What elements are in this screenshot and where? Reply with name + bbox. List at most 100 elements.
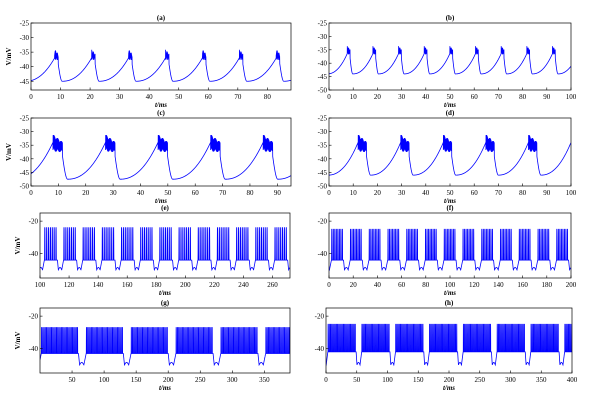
x-tick-label: 30 bbox=[110, 189, 118, 197]
x-tick-label: 300 bbox=[227, 376, 238, 384]
x-tick-label: 350 bbox=[536, 376, 547, 384]
voltage-trace bbox=[326, 323, 572, 367]
x-tick-label: 60 bbox=[398, 281, 406, 289]
x-tick-label: 120 bbox=[64, 281, 75, 289]
x-tick-label: 20 bbox=[350, 281, 358, 289]
y-tick-label: -50 bbox=[318, 183, 328, 191]
panel-label: (a) bbox=[157, 14, 166, 22]
x-tick-label: 180 bbox=[542, 281, 553, 289]
y-tick-label: -45 bbox=[318, 73, 328, 81]
y-tick-label: -50 bbox=[318, 87, 328, 95]
x-tick-label: 30 bbox=[398, 93, 406, 101]
x-tick-label: 220 bbox=[209, 281, 220, 289]
x-tick-label: 90 bbox=[274, 189, 282, 197]
x-tick-label: 60 bbox=[192, 189, 200, 197]
x-tick-label: 50 bbox=[164, 189, 172, 197]
y-tick-label: -40 bbox=[29, 345, 39, 353]
x-tick-label: 200 bbox=[566, 281, 577, 289]
x-tick-label: 70 bbox=[219, 189, 227, 197]
x-tick-label: 20 bbox=[87, 93, 95, 101]
x-tick-label: 0 bbox=[29, 93, 33, 101]
x-tick-label: 40 bbox=[422, 189, 430, 197]
plot-frame bbox=[328, 117, 572, 187]
x-tick-label: 80 bbox=[246, 189, 254, 197]
x-axis-label: t/ms bbox=[444, 289, 456, 297]
x-tick-label: 30 bbox=[116, 93, 124, 101]
x-tick-label: 20 bbox=[374, 189, 382, 197]
plot-frame bbox=[39, 212, 291, 279]
x-tick-label: 40 bbox=[422, 93, 430, 101]
x-tick-label: 150 bbox=[413, 376, 424, 384]
x-tick-label: 90 bbox=[543, 189, 551, 197]
x-tick-label: 160 bbox=[122, 281, 133, 289]
x-tick-label: 50 bbox=[447, 189, 455, 197]
y-tick-label: -20 bbox=[315, 313, 325, 321]
panel-g: 50 100 150 200 250 300 350 -40 -20 (g) t/ms V/mV bbox=[14, 299, 291, 392]
x-tick-label: 30 bbox=[398, 189, 406, 197]
panel-e: 100 120 140 160 180 200 220 240 260 -40 -20 (e) t/ms… bbox=[14, 204, 291, 297]
y-tick-label: -40 bbox=[315, 345, 325, 353]
x-tick-label: 0 bbox=[324, 376, 328, 384]
y-tick-label: -35 bbox=[318, 46, 328, 54]
x-tick-label: 140 bbox=[493, 281, 504, 289]
y-tick-label: -25 bbox=[20, 20, 30, 28]
y-axis-label: V/mV bbox=[5, 48, 13, 66]
plot-frame bbox=[39, 307, 291, 374]
x-tick-label: 0 bbox=[327, 281, 331, 289]
x-tick-label: 90 bbox=[543, 93, 551, 101]
plot-frame bbox=[30, 117, 292, 187]
x-tick-label: 400 bbox=[567, 376, 578, 384]
x-axis-label: t/ms bbox=[159, 289, 171, 297]
x-tick-label: 50 bbox=[69, 376, 77, 384]
x-tick-label: 100 bbox=[382, 376, 393, 384]
x-tick-label: 20 bbox=[82, 189, 90, 197]
y-tick-label: -20 bbox=[29, 313, 39, 321]
panel-label: (h) bbox=[445, 299, 454, 307]
x-tick-label: 0 bbox=[327, 93, 331, 101]
x-tick-label: 160 bbox=[517, 281, 528, 289]
y-tick-label: -40 bbox=[318, 155, 328, 163]
voltage-trace bbox=[31, 49, 291, 82]
y-tick-label: -25 bbox=[20, 115, 30, 123]
y-axis-label: V/mV bbox=[5, 143, 13, 161]
panel-d: 0 10 20 30 40 50 60 70 80 90 100 -50 -45 -40 -35 -30 -25… bbox=[318, 109, 577, 205]
x-tick-label: 70 bbox=[234, 93, 242, 101]
x-tick-label: 260 bbox=[267, 281, 278, 289]
x-tick-label: 50 bbox=[353, 376, 361, 384]
x-tick-label: 300 bbox=[505, 376, 516, 384]
y-tick-label: -35 bbox=[318, 142, 328, 150]
x-tick-label: 200 bbox=[180, 281, 191, 289]
x-axis-label: t/ms bbox=[443, 384, 455, 392]
x-tick-label: 60 bbox=[471, 93, 479, 101]
x-tick-label: 200 bbox=[444, 376, 455, 384]
panel-label: (f) bbox=[447, 204, 455, 212]
x-tick-label: 40 bbox=[146, 93, 154, 101]
voltage-trace bbox=[40, 227, 290, 272]
panel-label: (b) bbox=[446, 14, 455, 22]
y-tick-label: -40 bbox=[29, 250, 39, 258]
y-tick-label: -40 bbox=[20, 63, 30, 71]
y-tick-label: -40 bbox=[318, 250, 328, 258]
x-tick-label: 10 bbox=[350, 189, 358, 197]
x-tick-label: 10 bbox=[57, 93, 65, 101]
plot-frame bbox=[30, 22, 292, 91]
x-tick-label: 70 bbox=[495, 189, 503, 197]
panel-f: 0 20 40 60 80 100 120 140 160 180 200 -40 -20 (f) t/ms bbox=[318, 204, 577, 297]
y-tick-label: -35 bbox=[20, 142, 30, 150]
y-tick-label: -45 bbox=[318, 169, 328, 177]
x-tick-label: 140 bbox=[93, 281, 104, 289]
x-tick-label: 60 bbox=[205, 93, 213, 101]
y-tick-label: -30 bbox=[318, 33, 328, 41]
y-tick-label: -40 bbox=[318, 60, 328, 68]
x-tick-label: 120 bbox=[469, 281, 480, 289]
x-tick-label: 350 bbox=[259, 376, 270, 384]
y-tick-label: -25 bbox=[318, 20, 328, 28]
x-tick-label: 40 bbox=[137, 189, 145, 197]
y-axis-label: V/mV bbox=[14, 237, 22, 255]
y-tick-label: -20 bbox=[29, 218, 39, 226]
x-tick-label: 10 bbox=[350, 93, 358, 101]
x-tick-label: 180 bbox=[151, 281, 162, 289]
x-tick-label: 80 bbox=[519, 93, 527, 101]
panel-h: 0 50 100 150 200 250 300 350 400 -40 -20 (h) t/ms bbox=[315, 299, 578, 392]
